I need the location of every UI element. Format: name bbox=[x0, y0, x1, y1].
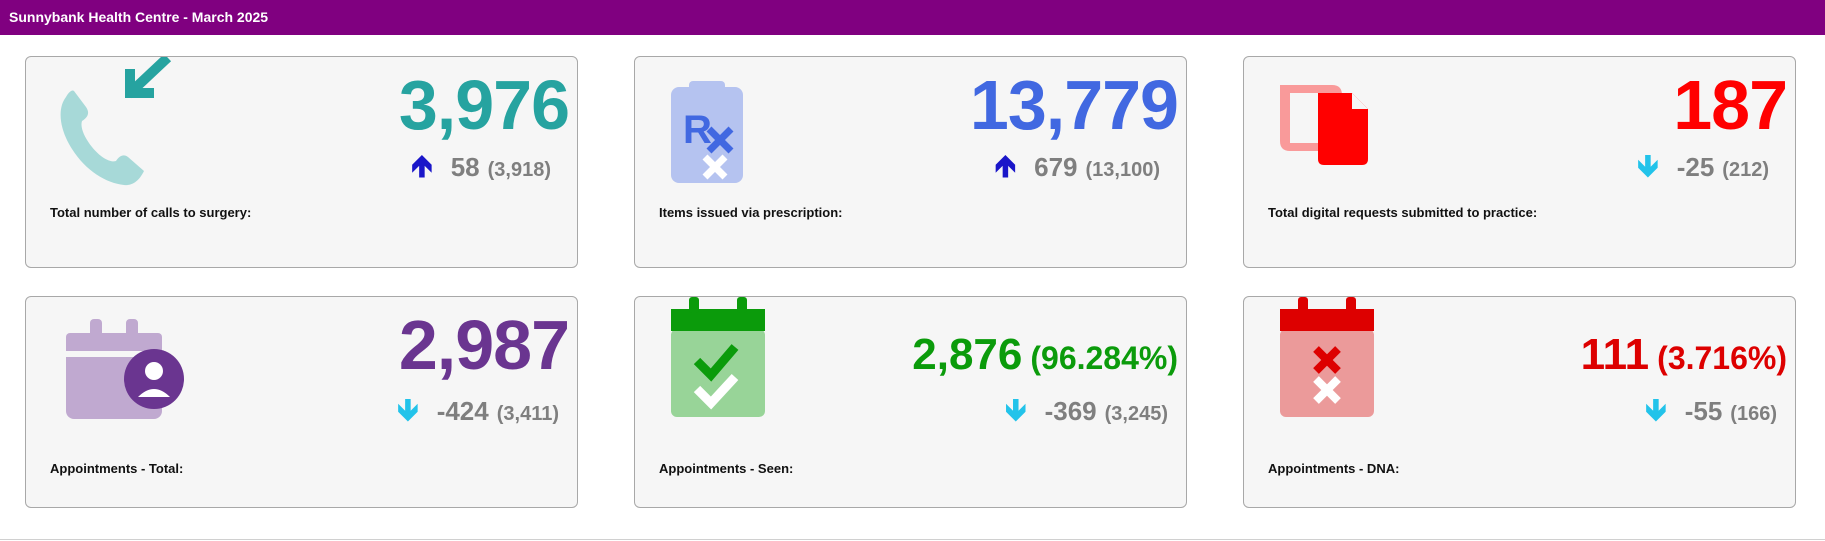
change-value: -369 bbox=[1044, 396, 1097, 426]
change-value: -25 bbox=[1676, 152, 1715, 182]
arrow-down-icon: 🡻 bbox=[1637, 150, 1659, 183]
kpi-value: 2,876 (96.284%) bbox=[912, 325, 1178, 388]
kpi-value: 111 (3.716%) bbox=[1581, 325, 1787, 388]
previous-value: (166) bbox=[1730, 403, 1777, 425]
value-text: 187 bbox=[1673, 66, 1788, 144]
kpi-label: Appointments - DNA: bbox=[1268, 461, 1400, 476]
value-text: 2,876 bbox=[912, 330, 1023, 379]
kpi-label: Items issued via prescription: bbox=[659, 205, 843, 220]
kpi-label: Appointments - Total: bbox=[50, 461, 184, 476]
percent-text: (96.284%) bbox=[1030, 340, 1178, 376]
arrow-up-icon: 🡹 bbox=[411, 150, 433, 183]
kpi-card-digital-requests[interactable]: 187 🡻 -25 (212) Total digital requests s… bbox=[1243, 56, 1796, 268]
previous-value: (212) bbox=[1722, 159, 1769, 181]
kpi-card-calls[interactable]: 3,976 🡹 58 (3,918) Total number of calls… bbox=[25, 56, 578, 268]
kpi-card-appointments-total[interactable]: 2,987 🡻 -424 (3,411) Appointments - Tota… bbox=[25, 296, 578, 508]
kpi-value: 187 bbox=[1673, 65, 1788, 145]
calendar-check-icon bbox=[653, 297, 793, 437]
dashboard-title: Sunnybank Health Centre - March 2025 bbox=[0, 0, 1825, 35]
calendar-cross-icon bbox=[1262, 297, 1402, 437]
kpi-value: 2,987 bbox=[398, 305, 570, 385]
percent-text: (3.716%) bbox=[1657, 340, 1787, 376]
kpi-change: 🡻 -424 (3,411) bbox=[397, 393, 559, 432]
value-text: 13,779 bbox=[969, 66, 1179, 144]
arrow-down-icon: 🡻 bbox=[1645, 394, 1667, 427]
kpi-change: 🡹 679 (13,100) bbox=[995, 149, 1160, 188]
kpi-card-prescriptions[interactable]: R 13,779 🡹 679 (13,100) Items issued via… bbox=[634, 56, 1187, 268]
kpi-value: 13,779 bbox=[969, 65, 1179, 145]
incoming-call-icon bbox=[44, 57, 184, 197]
kpi-change: 🡹 58 (3,918) bbox=[411, 149, 551, 188]
calendar-person-icon bbox=[44, 297, 184, 437]
change-value: -55 bbox=[1684, 396, 1723, 426]
kpi-card-appointments-dna[interactable]: 111 (3.716%) 🡻 -55 (166) Appointments - D… bbox=[1243, 296, 1796, 508]
change-value: 679 bbox=[1034, 152, 1078, 182]
previous-value: (3,411) bbox=[496, 403, 559, 425]
change-value: 58 bbox=[450, 152, 480, 182]
kpi-change: 🡻 -25 (212) bbox=[1637, 149, 1769, 188]
value-text: 2,987 bbox=[398, 306, 570, 384]
kpi-change: 🡻 -55 (166) bbox=[1645, 393, 1777, 432]
kpi-value: 3,976 bbox=[398, 65, 570, 145]
kpi-label: Total digital requests submitted to prac… bbox=[1268, 205, 1538, 220]
kpi-label: Total number of calls to surgery: bbox=[50, 205, 252, 220]
value-text: 3,976 bbox=[398, 66, 570, 144]
digital-request-icon bbox=[1262, 57, 1402, 197]
previous-value: (3,918) bbox=[487, 159, 551, 181]
previous-value: (3,245) bbox=[1104, 403, 1168, 425]
change-value: -424 bbox=[436, 396, 489, 426]
arrow-down-icon: 🡻 bbox=[1005, 394, 1027, 427]
svg-text:R: R bbox=[683, 108, 712, 152]
value-text: 111 bbox=[1580, 330, 1650, 379]
previous-value: (13,100) bbox=[1085, 159, 1161, 181]
bottom-divider bbox=[0, 539, 1825, 540]
arrow-down-icon: 🡻 bbox=[397, 394, 419, 427]
prescription-icon: R bbox=[653, 57, 793, 197]
kpi-change: 🡻 -369 (3,245) bbox=[1005, 393, 1168, 432]
kpi-label: Appointments - Seen: bbox=[659, 461, 794, 476]
kpi-card-appointments-seen[interactable]: 2,876 (96.284%) 🡻 -369 (3,245) Appointmen… bbox=[634, 296, 1187, 508]
arrow-up-icon: 🡹 bbox=[994, 150, 1017, 183]
